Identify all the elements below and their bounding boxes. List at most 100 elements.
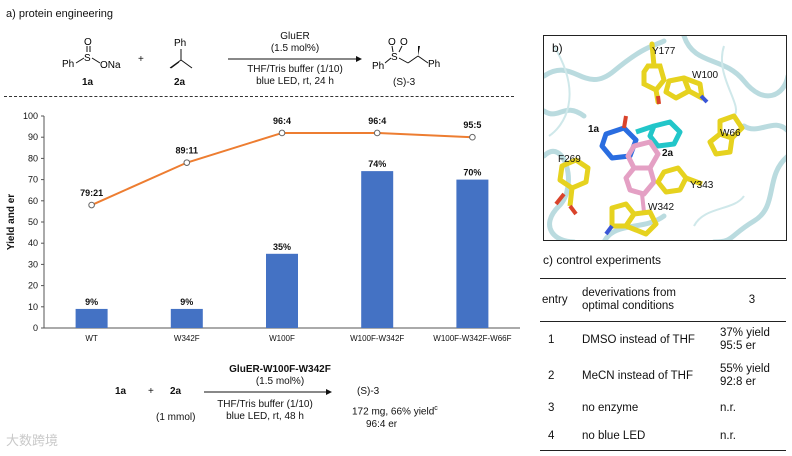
er-data-label: 96:4	[368, 116, 386, 126]
residue-label: Y177	[652, 46, 676, 57]
x-tick-label: W100F-W342F	[350, 334, 404, 343]
panel-c-title: c) control experiments	[543, 253, 662, 267]
bar-data-label: 70%	[463, 168, 481, 178]
sulfinate-structure: Ph S O ONa	[62, 37, 121, 71]
bar-data-label: 74%	[368, 159, 386, 169]
condition-enzyme: GluER	[280, 31, 310, 42]
y-tick-label: 10	[28, 302, 38, 312]
chart-svg: 0 10 20 30 40 50 60 70 80 90 100 Yield and er 9% WT 9%…	[6, 111, 520, 343]
y-tick-label: 90	[28, 132, 38, 142]
scaleup-plus: +	[148, 386, 154, 397]
y-tick-label: 30	[28, 259, 38, 269]
control-table: entry deverivations from optimal conditi…	[540, 278, 786, 451]
condition-loading: (1.5 mol%)	[270, 43, 320, 54]
bar-data-label: 9%	[180, 297, 193, 307]
table-row: 2 MeCN instead of THF 55% yield 92:8 er	[548, 363, 770, 388]
svg-text:S: S	[391, 52, 398, 63]
docking-image-panel: b) Y177 W100 W66 F269 Y343 W342 1a 2a	[543, 35, 787, 241]
watermark-text: 大数跨境	[6, 433, 59, 448]
top-reaction-scheme: a) protein engineering Ph S O ONa 1a + P…	[0, 0, 540, 95]
svg-text:ONa: ONa	[100, 60, 121, 71]
table-row: 3 no enzyme n.r.	[548, 402, 736, 414]
y-tick-label: 50	[28, 217, 38, 227]
bar-yield-WT	[75, 308, 108, 328]
y-tick-label: 40	[28, 238, 38, 248]
er-series-line	[91, 131, 473, 206]
er-point	[278, 129, 286, 137]
alkene-structure: Ph	[169, 38, 193, 69]
reaction-arrow	[228, 56, 362, 62]
er-point	[183, 159, 191, 166]
er-point	[88, 201, 95, 209]
x-tick-label: WT	[85, 334, 98, 343]
svg-text:Ph: Ph	[428, 59, 440, 70]
scaleup-arrow	[204, 389, 332, 395]
plus-sign: +	[138, 54, 144, 65]
panel-a-title: a) protein engineering	[6, 8, 114, 20]
x-tick-label: W342F	[174, 334, 200, 343]
svg-text:Ph: Ph	[174, 38, 186, 49]
scaleup-light: blue LED, rt, 48 h	[226, 411, 304, 422]
scaleup-amount: (1 mmol)	[156, 412, 196, 423]
ligand-label: 2a	[662, 148, 674, 159]
header-condition: deverivations from optimal conditions	[580, 278, 718, 322]
y-tick-label: 100	[23, 111, 38, 121]
table-row: 4 no blue LED n.r.	[540, 422, 786, 451]
bar-yield-W342F	[170, 308, 203, 328]
svg-text:O: O	[400, 37, 408, 48]
scaleup-reactant-2a: 2a	[170, 386, 182, 397]
scaleup-reactant-1a: 1a	[115, 386, 127, 397]
bar-data-label: 9%	[85, 297, 98, 307]
residue-label: W66	[720, 128, 741, 139]
header-entry: entry	[540, 278, 580, 322]
svg-text:S: S	[84, 53, 91, 64]
residue-label: W100	[692, 70, 719, 81]
table-row: 1 DMSO instead of THF 37% yield 95:5 er	[548, 327, 770, 352]
product-label: (S)-3	[393, 77, 416, 88]
scaleup-solvent: THF/Tris buffer (1/10)	[217, 399, 313, 410]
svg-text:O: O	[388, 37, 396, 48]
svg-text:Ph: Ph	[62, 59, 74, 70]
scaleup-er: 96:4 er	[366, 419, 398, 430]
x-tick-label: W100F-W342F-W66F	[433, 334, 511, 343]
bar-data-label: 35%	[273, 242, 291, 252]
product-structure: O O S Ph Ph	[372, 37, 440, 72]
svg-text:Ph: Ph	[372, 61, 384, 72]
condition-solvent: THF/Tris buffer (1/10)	[247, 64, 343, 75]
table-header-row: entry deverivations from optimal conditi…	[540, 278, 786, 322]
y-tick-label: 20	[28, 281, 38, 291]
er-data-label: 89:11	[176, 146, 199, 156]
panel-b-title: b)	[552, 41, 563, 55]
er-data-label: 96:4	[273, 116, 291, 126]
residue-label: F269	[558, 154, 581, 165]
svg-text:O: O	[84, 37, 92, 48]
y-tick-label: 60	[28, 196, 38, 206]
er-point	[469, 133, 476, 141]
bar-yield-W100F-W342F-W66F	[456, 179, 489, 328]
header-product: 3	[718, 278, 786, 322]
y-tick-label: 0	[33, 323, 38, 333]
y-tick-label: 70	[28, 175, 38, 185]
ligand-label: 1a	[588, 124, 600, 135]
residue-label: Y343	[690, 180, 714, 191]
reactant-2a-label: 2a	[174, 77, 186, 88]
er-data-label: 95:5	[463, 120, 481, 130]
bar-yield-W100F-W342F	[361, 171, 394, 328]
yield-er-chart: 0 10 20 30 40 50 60 70 80 90 100 Yield and er 9% WT 9%…	[0, 96, 540, 358]
bar-yield-W100F	[266, 253, 298, 328]
y-axis-label: Yield and er	[6, 194, 17, 250]
scale-up-scheme: 1a + 2a (1 mmol) GluER-W100F-W342F (1.5 …	[0, 358, 540, 456]
scaleup-enzyme: GluER-W100F-W342F	[229, 364, 331, 375]
x-tick-label: W100F	[269, 334, 295, 343]
docking-illustration: b) Y177 W100 W66 F269 Y343 W342 1a 2a	[544, 36, 786, 240]
y-tick-label: 80	[28, 153, 38, 163]
residue-label: W342	[648, 202, 675, 213]
scaleup-product: (S)-3	[357, 386, 380, 397]
scaleup-loading: (1.5 mol%)	[255, 376, 305, 387]
er-data-label: 79:21	[80, 188, 103, 198]
section-divider	[4, 96, 514, 97]
condition-light: blue LED, rt, 24 h	[256, 76, 334, 87]
reactant-1a-label: 1a	[82, 77, 94, 88]
control-experiments-panel: c) control experiments entry deverivatio…	[540, 250, 792, 456]
er-point	[373, 129, 381, 137]
